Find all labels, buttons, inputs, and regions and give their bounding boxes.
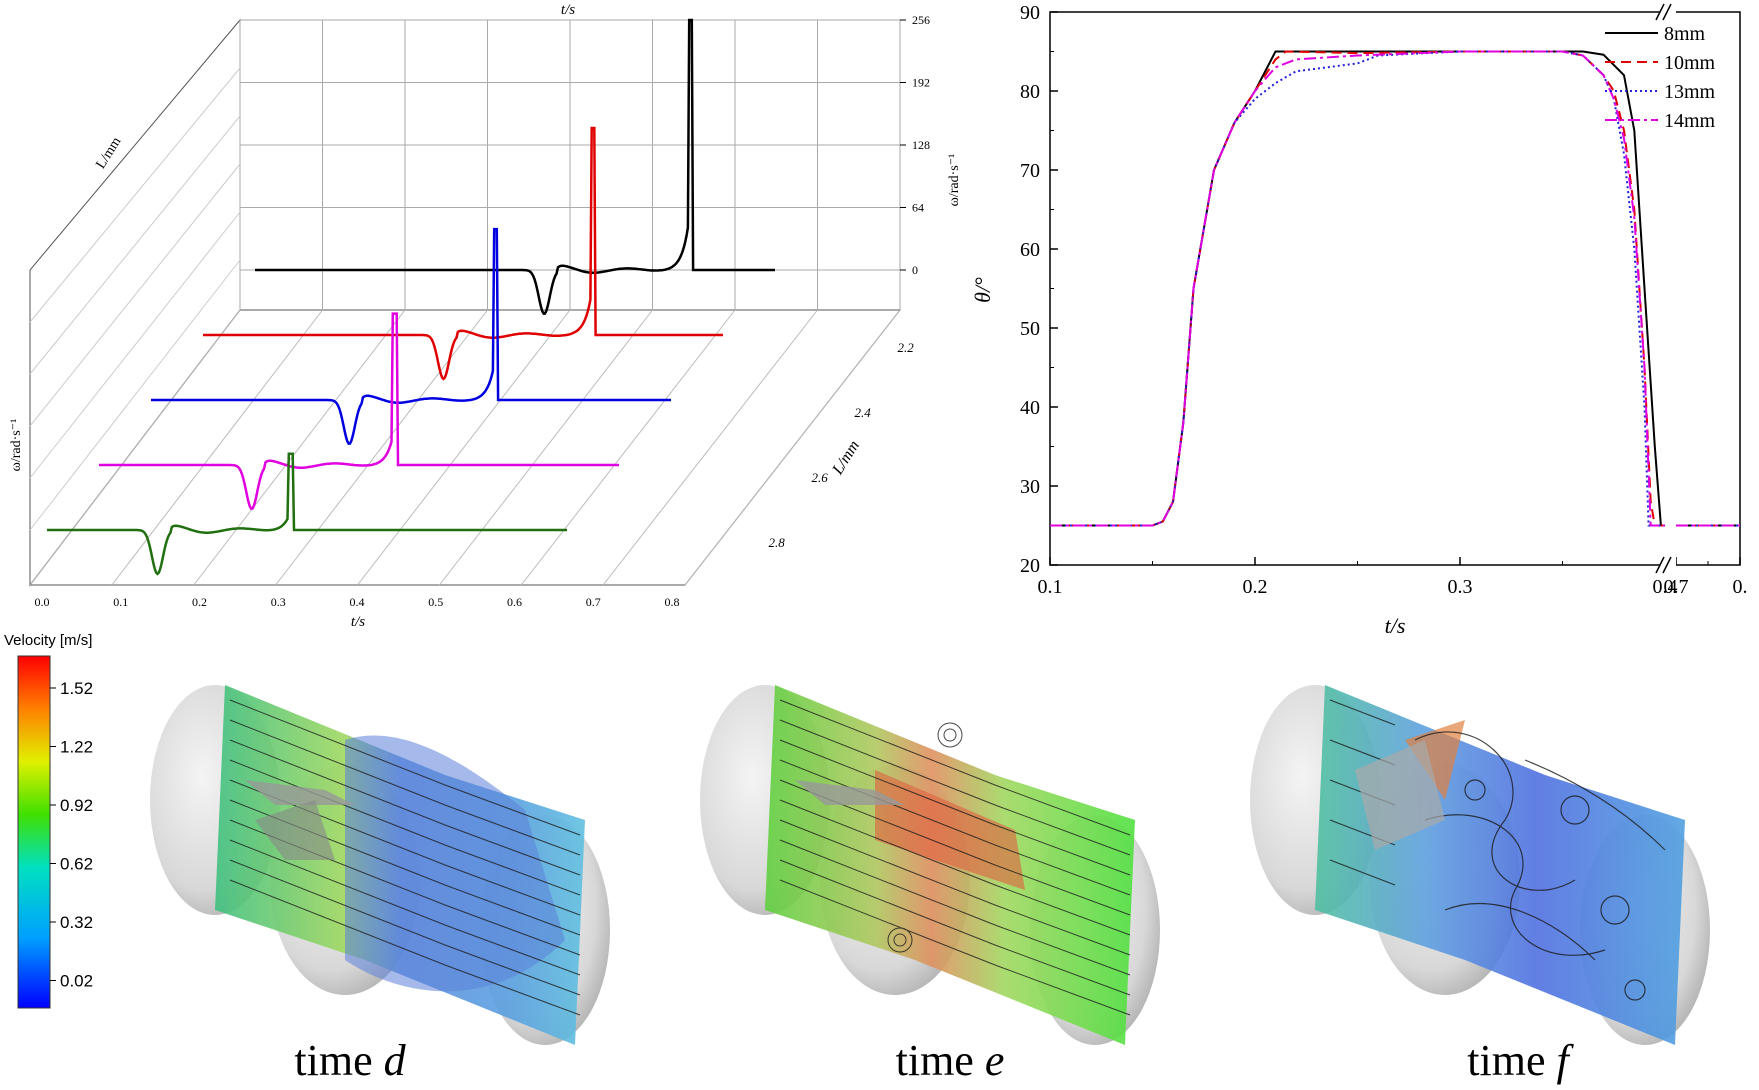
colorbar-gradient	[17, 655, 51, 1009]
axis-break-marks	[1655, 3, 1676, 574]
flow-panel-e	[700, 685, 1160, 1045]
pipe-body	[150, 685, 610, 1045]
streamlines	[779, 699, 1131, 1016]
waterfall-left-ylabel: ω/rad·s⁻¹	[9, 419, 24, 472]
waterfall-depth-label: L/mm	[829, 438, 863, 479]
waterfall-bottom-xlabel: t/s	[351, 614, 365, 630]
flow-panel-f	[1250, 685, 1710, 1045]
theta-x-tick: 0.2	[1243, 576, 1268, 598]
theta-series-line	[1050, 50, 1665, 527]
theta-x-tick: 0.3	[1448, 576, 1473, 598]
flow-panel-d	[150, 685, 610, 1045]
waterfall-grid	[29, 19, 901, 586]
panel-label-d: time d	[294, 1036, 406, 1085]
waterfall-x-tick: 0.6	[507, 595, 522, 609]
colorbar-ticks: 1.52 1.22 0.92 0.62 0.32 0.02	[50, 679, 93, 991]
waterfall-depth-tick: 2.8	[768, 535, 785, 550]
valve-disc	[245, 780, 355, 860]
theta-series-group	[1050, 50, 1740, 527]
waterfall-x-tick: 0.8	[665, 595, 680, 609]
theta-y-tick: 70	[1020, 160, 1040, 182]
waterfall-series-line	[47, 452, 567, 576]
waterfall-y-tick: 192	[912, 76, 930, 90]
theta-xlabel: t/s	[1385, 613, 1406, 638]
waterfall-top-xlabel: t/s	[561, 2, 575, 18]
colorbar-title: Velocity [m/s]	[4, 632, 92, 649]
theta-y-tick: 90	[1020, 2, 1040, 24]
waterfall-frame	[28, 18, 902, 587]
colorbar-tick-label: 0.92	[60, 796, 93, 815]
legend-label: 13mm	[1664, 81, 1716, 103]
theta-y-tick: 80	[1020, 81, 1040, 103]
valve-disc	[795, 780, 905, 805]
theta-y-tick: 20	[1020, 555, 1040, 577]
panel-label-e: time e	[896, 1036, 1005, 1085]
waterfall-ticks: 2.2 2.4 2.6 2.8 0 64 128 192 256 0.0 0.1 0.2 0.3 0.4 0…	[35, 13, 931, 609]
legend-label: 14mm	[1664, 110, 1716, 132]
waterfall-y-tick: 256	[912, 13, 930, 27]
waterfall-series-line	[255, 18, 775, 315]
theta-y-tick: 60	[1020, 239, 1040, 261]
theta-ticks: 0.1 0.2 0.3 0.40.7 0. 20 30 40 50 60 70 80 90	[1020, 2, 1748, 598]
waterfall-x-tick: 0.5	[428, 595, 443, 609]
waterfall-y-tick: 128	[912, 138, 930, 152]
theta-series-line	[1050, 50, 1665, 527]
waterfall-x-tick: 0.2	[192, 595, 207, 609]
waterfall-depth-tick: 2.2	[897, 340, 914, 355]
waterfall-depth-tick: 2.4	[854, 405, 871, 420]
waterfall-x-tick: 0.1	[113, 595, 128, 609]
waterfall-y-tick: 64	[912, 201, 924, 215]
theta-x-tick: 0.	[1733, 576, 1748, 598]
waterfall-back-depth-label: L/mm	[94, 135, 125, 172]
colorbar-tick-label: 0.02	[60, 972, 93, 991]
waterfall-x-tick: 0.4	[350, 595, 365, 609]
theta-series-line	[1050, 50, 1665, 527]
waterfall-right-ylabel: ω/rad·s⁻¹	[947, 154, 962, 207]
theta-series-line	[1050, 50, 1665, 527]
pipe-body	[1250, 685, 1710, 1045]
theta-x-tick: 0.1	[1038, 576, 1063, 598]
waterfall-x-tick: 0.0	[35, 595, 50, 609]
valve-disc	[1355, 740, 1445, 850]
theta-x-tick: 0.7	[1664, 576, 1689, 598]
waterfall-series-line	[99, 312, 619, 510]
colorbar-tick-label: 1.22	[60, 738, 93, 757]
legend-label: 8mm	[1664, 23, 1706, 45]
waterfall-y-tick: 0	[912, 263, 918, 277]
waterfall-series-line	[203, 126, 723, 381]
theta-ylabel: θ/°	[970, 277, 995, 303]
waterfall-x-tick: 0.7	[586, 595, 601, 609]
colorbar-tick-label: 0.32	[60, 913, 93, 932]
waterfall-series-line	[151, 227, 671, 445]
legend-label: 10mm	[1664, 52, 1716, 74]
waterfall-series-group	[47, 18, 775, 576]
theta-x-tick: 0.4	[1653, 576, 1678, 598]
colorbar-tick-label: 0.62	[60, 855, 93, 874]
pipe-body	[700, 685, 1160, 1045]
waterfall-depth-tick: 2.6	[811, 470, 828, 485]
theta-y-tick: 30	[1020, 476, 1040, 498]
theta-plot-frame	[1049, 11, 1741, 566]
theta-legend: 8mm 10mm 13mm 14mm	[1605, 23, 1716, 132]
theta-y-tick: 40	[1020, 397, 1040, 419]
colorbar-tick-label: 1.52	[60, 679, 93, 698]
theta-y-tick: 50	[1020, 318, 1040, 340]
panel-label-f: time f	[1467, 1036, 1574, 1085]
waterfall-x-tick: 0.3	[271, 595, 286, 609]
